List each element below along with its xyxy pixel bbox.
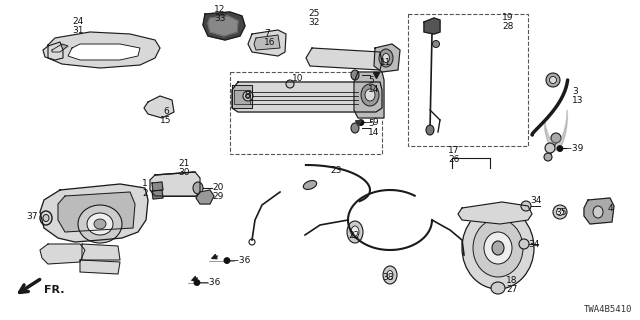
- Polygon shape: [306, 48, 382, 70]
- Bar: [230, 72, 382, 154]
- Text: 24
31: 24 31: [72, 17, 84, 35]
- Text: 21
30: 21 30: [179, 159, 189, 177]
- Ellipse shape: [347, 221, 363, 243]
- Ellipse shape: [492, 241, 504, 255]
- Text: 23: 23: [330, 165, 341, 174]
- Polygon shape: [424, 18, 440, 34]
- Polygon shape: [232, 85, 252, 108]
- Ellipse shape: [43, 214, 49, 221]
- Text: 12
33: 12 33: [214, 5, 226, 23]
- Polygon shape: [152, 190, 163, 199]
- Polygon shape: [68, 44, 140, 60]
- Polygon shape: [584, 198, 614, 224]
- Polygon shape: [52, 44, 68, 52]
- Ellipse shape: [383, 266, 397, 284]
- Polygon shape: [152, 182, 163, 191]
- Ellipse shape: [351, 70, 359, 80]
- Ellipse shape: [473, 219, 523, 277]
- Text: ●—39: ●—39: [556, 143, 584, 153]
- Ellipse shape: [243, 91, 253, 101]
- Ellipse shape: [383, 53, 390, 62]
- Text: 20
29: 20 29: [212, 183, 223, 201]
- Polygon shape: [354, 72, 384, 118]
- Ellipse shape: [246, 93, 250, 99]
- Text: 5
14: 5 14: [368, 76, 380, 94]
- Text: 18
27: 18 27: [506, 276, 518, 294]
- Text: 5
14: 5 14: [368, 119, 380, 137]
- Text: 17
26: 17 26: [448, 146, 460, 164]
- Text: 34: 34: [530, 196, 541, 204]
- Text: FR.: FR.: [44, 285, 65, 295]
- Polygon shape: [374, 44, 400, 72]
- Ellipse shape: [484, 232, 512, 264]
- Text: 35: 35: [555, 207, 566, 217]
- Text: 2: 2: [142, 188, 148, 197]
- Polygon shape: [208, 16, 238, 36]
- Text: 11: 11: [380, 58, 392, 67]
- Ellipse shape: [519, 239, 529, 249]
- Ellipse shape: [78, 205, 122, 243]
- Ellipse shape: [87, 213, 113, 235]
- Polygon shape: [254, 35, 280, 50]
- Polygon shape: [150, 172, 200, 196]
- Text: 25
32: 25 32: [308, 9, 320, 27]
- Polygon shape: [232, 82, 382, 112]
- Polygon shape: [40, 244, 85, 264]
- Text: 34: 34: [528, 239, 540, 249]
- Bar: [408, 14, 528, 146]
- Polygon shape: [196, 190, 214, 204]
- Ellipse shape: [351, 123, 359, 133]
- Ellipse shape: [433, 41, 440, 47]
- Polygon shape: [458, 202, 532, 224]
- Polygon shape: [82, 244, 120, 260]
- Ellipse shape: [550, 76, 557, 84]
- Ellipse shape: [426, 125, 434, 135]
- Polygon shape: [203, 12, 245, 40]
- Polygon shape: [80, 260, 120, 274]
- Text: 38: 38: [382, 274, 394, 283]
- Polygon shape: [48, 32, 160, 68]
- Polygon shape: [40, 184, 148, 242]
- Ellipse shape: [491, 282, 505, 294]
- Ellipse shape: [593, 206, 603, 218]
- Polygon shape: [234, 90, 250, 104]
- Ellipse shape: [557, 209, 563, 215]
- Text: 37: 37: [26, 212, 38, 220]
- Ellipse shape: [351, 226, 359, 238]
- Ellipse shape: [193, 182, 203, 194]
- Text: ●—36: ●—36: [192, 278, 220, 287]
- Polygon shape: [43, 42, 63, 60]
- Ellipse shape: [546, 73, 560, 87]
- Text: TWA4B5410: TWA4B5410: [584, 305, 632, 314]
- Text: 4: 4: [608, 204, 614, 212]
- Polygon shape: [144, 96, 174, 118]
- Text: 6
15: 6 15: [160, 107, 172, 125]
- Ellipse shape: [303, 180, 317, 189]
- Text: 19
28: 19 28: [502, 13, 513, 31]
- Ellipse shape: [286, 80, 294, 88]
- Ellipse shape: [379, 49, 393, 67]
- Text: ●—36: ●—36: [222, 257, 250, 266]
- Text: 22: 22: [348, 230, 359, 239]
- Text: 1: 1: [142, 179, 148, 188]
- Polygon shape: [248, 30, 286, 56]
- Polygon shape: [58, 192, 135, 232]
- Ellipse shape: [365, 89, 375, 101]
- Ellipse shape: [545, 143, 555, 153]
- Text: ●—9: ●—9: [356, 117, 379, 126]
- Ellipse shape: [521, 201, 531, 211]
- Ellipse shape: [553, 205, 567, 219]
- Ellipse shape: [94, 219, 106, 229]
- Text: 7
16: 7 16: [264, 29, 275, 47]
- Ellipse shape: [361, 84, 379, 106]
- Ellipse shape: [462, 207, 534, 289]
- Ellipse shape: [544, 153, 552, 161]
- Ellipse shape: [551, 133, 561, 143]
- Ellipse shape: [387, 270, 393, 279]
- Text: 8: 8: [244, 91, 250, 100]
- Text: 10: 10: [292, 74, 303, 83]
- Text: 3
13: 3 13: [572, 87, 584, 105]
